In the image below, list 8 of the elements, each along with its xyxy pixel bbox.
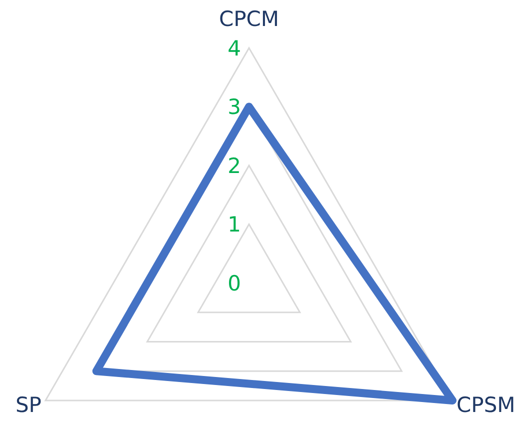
y-tick-label: 2 <box>228 154 241 178</box>
y-tick-label: 0 <box>228 271 241 296</box>
spoke-label: SP <box>15 392 42 417</box>
y-tick-label: 4 <box>228 36 241 60</box>
y-tick-label: 1 <box>228 212 241 237</box>
spoke-label: CPSM <box>456 392 516 417</box>
y-tick-label: 3 <box>228 95 241 120</box>
spoke-label: CPCM <box>218 7 280 31</box>
